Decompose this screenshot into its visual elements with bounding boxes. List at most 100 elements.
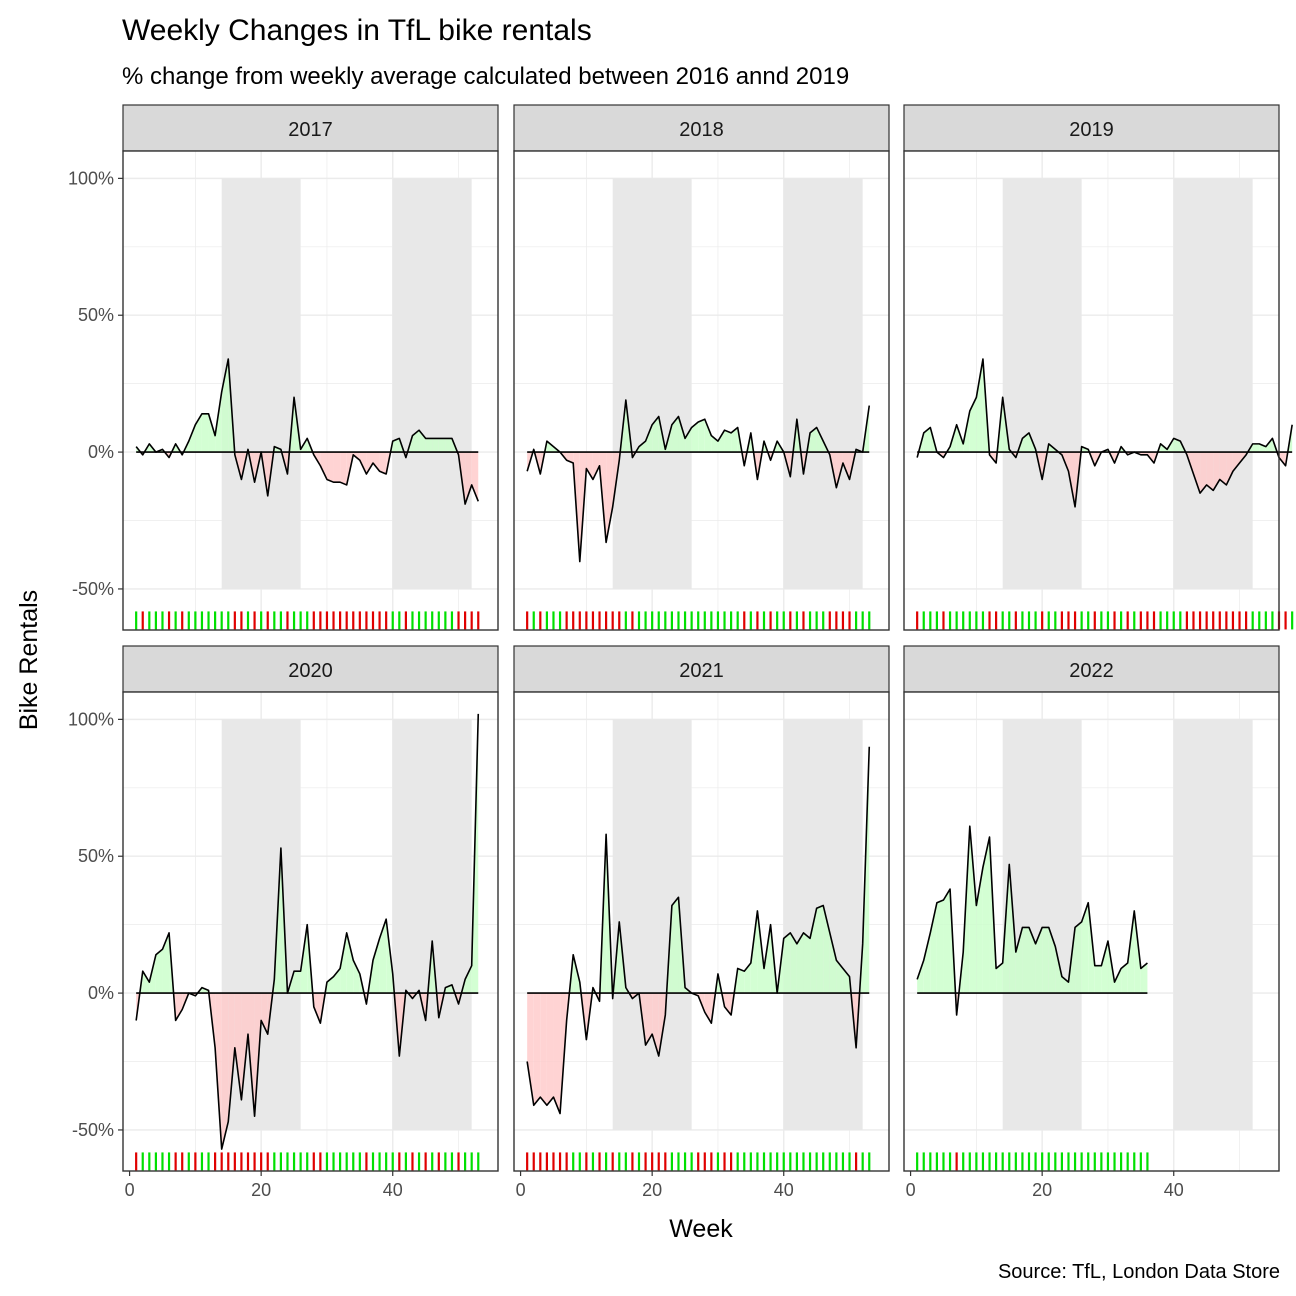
y-tick-label: 50% xyxy=(78,305,114,325)
positive-area xyxy=(923,427,931,453)
negative-area xyxy=(592,452,600,480)
positive-area xyxy=(810,427,817,453)
positive-area xyxy=(698,419,705,453)
y-tick-label: -50% xyxy=(72,579,114,599)
positive-area xyxy=(1075,921,1082,994)
negative-area xyxy=(373,452,380,472)
positive-area xyxy=(1173,438,1181,453)
positive-area xyxy=(340,932,347,994)
positive-area xyxy=(1265,438,1273,453)
positive-area xyxy=(717,430,725,453)
negative-area xyxy=(586,452,593,480)
negative-area xyxy=(1232,452,1240,472)
positive-area xyxy=(810,908,817,994)
negative-area xyxy=(326,452,334,483)
panel-border xyxy=(903,691,1280,1172)
positive-area xyxy=(969,397,977,453)
strip-label: 2017 xyxy=(288,119,333,141)
negative-area xyxy=(1200,452,1207,494)
strip-label: 2021 xyxy=(679,660,724,682)
negative-area xyxy=(658,993,666,1057)
positive-area xyxy=(188,424,196,453)
positive-area xyxy=(465,965,472,994)
positive-area xyxy=(842,968,850,994)
y-tick-label: 100% xyxy=(68,168,114,188)
rug xyxy=(135,1152,480,1171)
series-line xyxy=(526,746,871,1115)
negative-area xyxy=(215,993,222,1150)
positive-area xyxy=(671,897,679,994)
y-tick-label: 0% xyxy=(88,442,114,462)
positive-area xyxy=(816,427,824,453)
negative-area xyxy=(606,452,613,543)
shaded-band xyxy=(783,178,863,589)
strip-label: 2018 xyxy=(679,119,724,141)
positive-area xyxy=(1081,902,1089,994)
positive-area xyxy=(816,905,824,994)
positive-area xyxy=(201,413,209,453)
strip-background xyxy=(903,645,1280,693)
negative-area xyxy=(1226,452,1233,485)
panel-2017: 2017 -50% 0% 50% 100% xyxy=(68,104,499,631)
shaded-band xyxy=(612,178,692,589)
positive-area xyxy=(294,971,301,994)
positive-area xyxy=(546,441,554,453)
negative-area xyxy=(652,993,659,1057)
positive-area xyxy=(671,416,679,453)
negative-area xyxy=(234,993,242,1100)
positive-area xyxy=(162,932,170,994)
strip-background xyxy=(903,104,1280,152)
negative-area xyxy=(379,452,387,474)
positive-area xyxy=(930,902,937,994)
x-tick-label: 0 xyxy=(125,1180,135,1200)
positive-area xyxy=(1035,927,1043,994)
positive-area xyxy=(432,438,439,453)
strip-background xyxy=(122,104,499,152)
positive-area xyxy=(445,438,452,453)
x-tick-label: 40 xyxy=(1164,1180,1184,1200)
panel-2018: 2018 xyxy=(513,104,890,631)
series-line xyxy=(916,358,1293,508)
negative-area xyxy=(546,993,554,1106)
positive-area xyxy=(678,416,686,453)
positive-area xyxy=(836,960,843,994)
x-tick-label: 0 xyxy=(516,1180,526,1200)
negative-area xyxy=(724,993,732,1015)
positive-area xyxy=(326,976,334,994)
strip-label: 2020 xyxy=(288,660,333,682)
y-tick-label: 50% xyxy=(78,846,114,866)
positive-area xyxy=(803,932,811,994)
x-tick-label: 20 xyxy=(1032,1180,1052,1200)
chart-subtitle: % change from weekly average calculated … xyxy=(122,63,849,90)
positive-area xyxy=(1252,443,1260,453)
positive-area xyxy=(412,430,420,453)
positive-area xyxy=(425,438,433,453)
x-axis-title: Week xyxy=(669,1215,733,1243)
positive-area xyxy=(392,438,400,453)
positive-area xyxy=(1042,927,1049,994)
rug xyxy=(916,611,1294,630)
area-fills xyxy=(527,746,870,1114)
shaded-band xyxy=(392,719,472,1130)
positive-area xyxy=(796,932,804,994)
positive-area xyxy=(353,960,360,994)
positive-area xyxy=(1114,968,1122,994)
positive-area xyxy=(142,971,150,994)
positive-area xyxy=(737,968,745,994)
positive-area xyxy=(419,430,426,453)
negative-area xyxy=(540,993,547,1106)
shaded-band xyxy=(221,178,301,589)
y-axis-title: Bike Rentals xyxy=(15,590,43,730)
shaded-band xyxy=(221,719,301,1130)
negative-area xyxy=(527,993,534,1106)
negative-area xyxy=(1279,452,1286,466)
negative-area xyxy=(340,452,347,485)
negative-area xyxy=(359,452,367,474)
y-tick-label: 0% xyxy=(88,983,114,1003)
negative-area xyxy=(221,993,229,1150)
panel-2022: 2022 0 20 40 xyxy=(903,645,1280,1200)
negative-area xyxy=(366,452,373,474)
y-tick-label: -50% xyxy=(72,1120,114,1140)
positive-area xyxy=(208,413,216,453)
negative-area xyxy=(465,452,472,505)
